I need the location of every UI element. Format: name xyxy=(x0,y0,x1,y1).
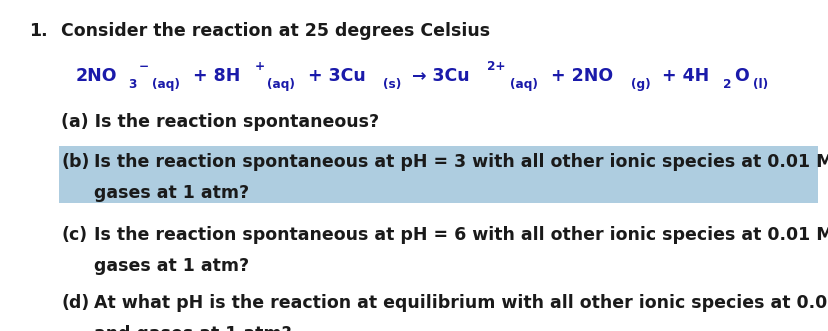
Text: Consider the reaction at 25 degrees Celsius: Consider the reaction at 25 degrees Cels… xyxy=(61,22,489,40)
Text: → 3Cu: → 3Cu xyxy=(406,67,469,85)
Text: (g): (g) xyxy=(631,78,650,91)
Text: O: O xyxy=(733,67,748,85)
Text: (a) Is the reaction spontaneous?: (a) Is the reaction spontaneous? xyxy=(61,113,378,131)
Text: +: + xyxy=(254,60,264,73)
Text: + 2NO: + 2NO xyxy=(545,67,613,85)
Text: (aq): (aq) xyxy=(267,78,295,91)
Text: (c): (c) xyxy=(61,226,87,244)
Text: (aq): (aq) xyxy=(152,78,179,91)
Text: 1.: 1. xyxy=(28,22,47,40)
Text: (d): (d) xyxy=(61,294,89,312)
Text: (aq): (aq) xyxy=(509,78,537,91)
FancyBboxPatch shape xyxy=(59,146,817,203)
Text: + 8H: + 8H xyxy=(186,67,240,85)
Text: + 3Cu: + 3Cu xyxy=(302,67,366,85)
Text: 2: 2 xyxy=(723,78,731,91)
Text: gases at 1 atm?: gases at 1 atm? xyxy=(94,257,248,275)
Text: 3: 3 xyxy=(128,78,137,91)
Text: (s): (s) xyxy=(383,78,401,91)
Text: and gases at 1 atm?: and gases at 1 atm? xyxy=(94,325,291,331)
Text: 2+: 2+ xyxy=(486,60,504,73)
Text: gases at 1 atm?: gases at 1 atm? xyxy=(94,184,248,202)
Text: −: − xyxy=(138,60,149,73)
Text: Is the reaction spontaneous at pH = 3 with all other ionic species at 0.01 M and: Is the reaction spontaneous at pH = 3 wi… xyxy=(94,153,828,171)
Text: At what pH is the reaction at equilibrium with all other ionic species at 0.01 M: At what pH is the reaction at equilibriu… xyxy=(94,294,828,312)
Text: (l): (l) xyxy=(752,78,767,91)
Text: (b): (b) xyxy=(61,153,89,171)
Text: 2NO: 2NO xyxy=(75,67,117,85)
Text: + 4H: + 4H xyxy=(655,67,709,85)
Text: Is the reaction spontaneous at pH = 6 with all other ionic species at 0.01 M and: Is the reaction spontaneous at pH = 6 wi… xyxy=(94,226,828,244)
